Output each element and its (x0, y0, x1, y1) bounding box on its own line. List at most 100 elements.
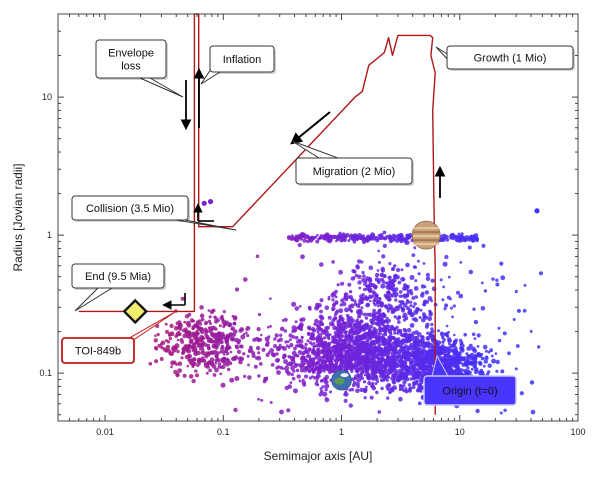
population-point (343, 331, 348, 335)
population-point (403, 333, 408, 338)
population-point (293, 363, 298, 368)
population-point (234, 344, 238, 348)
population-point (342, 237, 347, 243)
population-point (330, 346, 334, 349)
population-point (363, 287, 367, 292)
population-point (487, 363, 492, 368)
population-point (366, 346, 371, 351)
population-point (300, 254, 305, 260)
population-point (522, 308, 527, 313)
population-point (458, 355, 463, 360)
population-point (394, 341, 399, 346)
population-point (339, 339, 343, 342)
population-point (338, 332, 344, 337)
population-point (485, 355, 489, 359)
population-point (407, 358, 411, 362)
population-point (389, 386, 395, 392)
population-point (338, 308, 344, 314)
population-point (336, 355, 340, 359)
population-point (377, 260, 381, 264)
population-point (216, 358, 219, 361)
population-point (400, 306, 406, 312)
population-point (260, 333, 263, 337)
population-point (225, 358, 231, 364)
population-point (353, 376, 357, 380)
population-point (319, 309, 323, 314)
population-point (332, 352, 336, 357)
population-point (221, 350, 226, 354)
population-point (388, 234, 392, 238)
population-point (354, 367, 360, 372)
population-point (397, 320, 401, 324)
population-point (357, 280, 362, 285)
population-point (316, 330, 320, 334)
population-point (207, 309, 211, 312)
toi-849b-callout-label: TOI-849b (75, 346, 121, 358)
population-point (200, 337, 204, 341)
population-point (216, 332, 220, 336)
population-point (267, 325, 270, 329)
population-point (396, 237, 401, 241)
population-point (343, 293, 348, 297)
population-point (420, 374, 424, 379)
population-point (282, 346, 287, 351)
population-point (385, 384, 390, 389)
population-point (323, 360, 327, 365)
population-point (257, 312, 262, 317)
population-point (495, 359, 500, 365)
migration-callout-label: Migration (2 Mio) (313, 166, 396, 178)
population-point (417, 401, 422, 406)
population-point (399, 236, 404, 241)
population-point (322, 336, 327, 340)
population-point (404, 240, 410, 246)
population-point (332, 345, 337, 349)
population-point (423, 285, 427, 289)
population-point (319, 321, 324, 327)
population-point (372, 301, 376, 305)
population-point (314, 235, 318, 239)
population-point (377, 235, 382, 241)
population-point (396, 373, 401, 378)
population-point (330, 340, 334, 344)
population-point (413, 317, 417, 321)
population-point (412, 345, 417, 350)
population-point (357, 274, 362, 279)
x-tick-label: 0.01 (96, 427, 114, 437)
population-point (182, 333, 187, 339)
population-point (480, 352, 484, 357)
population-point (451, 315, 454, 319)
population-point (499, 411, 503, 415)
population-point (299, 344, 303, 348)
population-point (313, 376, 317, 380)
population-point (278, 337, 283, 342)
population-point (350, 387, 355, 392)
population-point (210, 340, 215, 344)
population-point (256, 355, 262, 361)
population-point (365, 385, 368, 389)
population-point (351, 349, 354, 353)
population-point (166, 340, 171, 344)
population-point (177, 332, 182, 337)
population-point (426, 358, 430, 362)
population-point (388, 391, 392, 394)
population-point (257, 397, 260, 401)
population-point (183, 320, 187, 324)
population-point (180, 356, 184, 360)
population-point (291, 235, 295, 239)
population-point (173, 369, 178, 375)
population-point (279, 333, 283, 337)
population-point (222, 336, 226, 340)
population-point (490, 354, 494, 358)
population-point (206, 339, 210, 343)
population-point (360, 296, 366, 302)
population-point (336, 351, 340, 355)
population-point (458, 293, 464, 299)
population-point (296, 374, 301, 379)
population-point (413, 361, 419, 366)
population-point (375, 300, 381, 305)
population-point (218, 324, 222, 328)
population-point (430, 327, 434, 331)
population-point (289, 381, 293, 384)
population-point (483, 359, 488, 364)
population-point (442, 338, 446, 342)
